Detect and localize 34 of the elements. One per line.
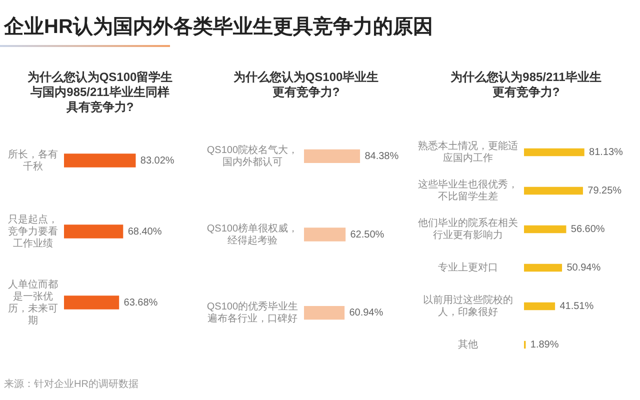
y-tick-label: 他们毕业的院系在相关行业更有影响力 bbox=[418, 217, 518, 241]
y-tick-label: QS100榜单很权威，经得起考验 bbox=[206, 222, 298, 246]
y-tick-label: 所长，各有千秋 bbox=[8, 148, 58, 172]
chart-subtitle: 为什么您认为QS100毕业生更有竞争力? bbox=[233, 70, 379, 99]
data-label: 79.25% bbox=[588, 186, 622, 196]
y-tick-label: 人单位而都是一张优历，未来可期 bbox=[8, 278, 58, 326]
y-tick-label: 专业上更对口 bbox=[438, 262, 498, 274]
data-label: 83.02% bbox=[140, 155, 174, 166]
data-label: 84.38% bbox=[364, 150, 399, 162]
chart-subtitle: 为什么您认为QS100留学生与国内985/211毕业生同样具有竞争力? bbox=[27, 70, 173, 114]
bar bbox=[524, 264, 562, 272]
y-tick-label: QS100院校名气大，国内外都认可 bbox=[206, 144, 298, 168]
data-label: 41.51% bbox=[560, 301, 594, 312]
bar bbox=[524, 225, 566, 234]
y-tick-label: 熟悉本土情况，更能适应国内工作 bbox=[418, 140, 518, 164]
bar bbox=[524, 148, 584, 156]
y-tick-label: 以前用过这些院校的人，印象很好 bbox=[423, 294, 513, 318]
bar bbox=[524, 186, 583, 195]
y-tick-label: 这些毕业生也很优秀，不比留学生差 bbox=[418, 178, 518, 202]
bar bbox=[524, 302, 556, 310]
data-label: 81.13% bbox=[589, 147, 624, 158]
y-tick-label: 其他 bbox=[458, 338, 478, 350]
text: 企业HR认为国内外各类毕业生更具竞争力的原因 bbox=[4, 14, 433, 40]
data-label: 1.89% bbox=[530, 340, 559, 350]
data-label: 68.40% bbox=[128, 226, 162, 238]
y-tick-label: 只是起点，竞争力要看工作业绩 bbox=[8, 213, 58, 250]
data-label: 63.68% bbox=[124, 297, 158, 308]
data-label: 50.94% bbox=[566, 262, 601, 274]
source-note: 来源：针对企业HR的调研数据 bbox=[4, 378, 138, 391]
data-label: 56.60% bbox=[570, 224, 605, 235]
chart-subtitle: 为什么您认为985/211毕业生更有竞争力? bbox=[450, 70, 602, 99]
y-tick-label: QS100的优秀毕业生遍布各行业，口碑好 bbox=[206, 300, 298, 325]
data-label: 60.94% bbox=[349, 308, 384, 319]
data-label: 62.50% bbox=[350, 229, 384, 240]
